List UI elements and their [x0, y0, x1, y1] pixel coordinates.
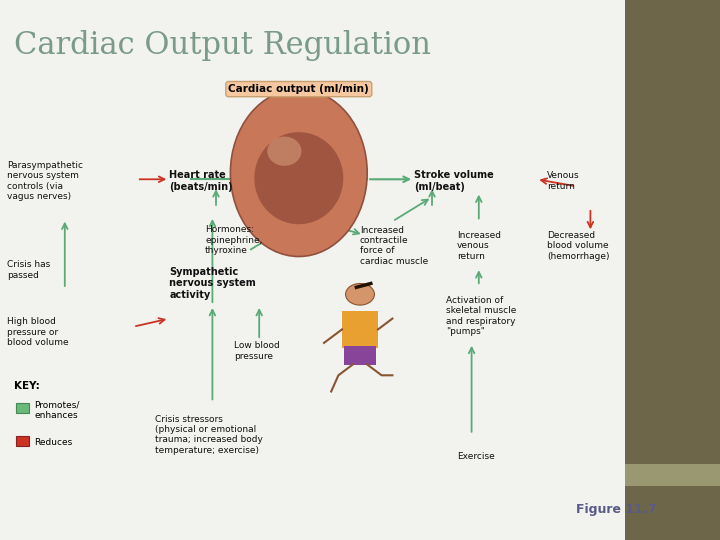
Text: Stroke volume
(ml/beat): Stroke volume (ml/beat): [414, 170, 494, 192]
Circle shape: [346, 284, 374, 305]
Text: High blood
pressure or
blood volume: High blood pressure or blood volume: [7, 317, 69, 347]
Text: Figure 11.7: Figure 11.7: [576, 503, 657, 516]
Text: Cardiac Output Regulation: Cardiac Output Regulation: [14, 30, 431, 60]
Text: Promotes/
enhances: Promotes/ enhances: [35, 401, 80, 420]
Text: Increased
venous
return: Increased venous return: [457, 231, 501, 261]
Ellipse shape: [230, 89, 367, 256]
Text: Activation of
skeletal muscle
and respiratory
"pumps": Activation of skeletal muscle and respir…: [446, 296, 517, 336]
Text: Cardiac output (ml/min): Cardiac output (ml/min): [228, 84, 369, 94]
Bar: [16, 403, 29, 413]
Ellipse shape: [254, 132, 343, 224]
Text: Hormones:
epinephrine,
thyroxine: Hormones: epinephrine, thyroxine: [205, 225, 263, 255]
Text: Parasympathetic
nervous system
controls (via
vagus nerves): Parasympathetic nervous system controls …: [7, 161, 84, 201]
Text: Heart rate
(beats/min): Heart rate (beats/min): [169, 170, 233, 192]
Text: Decreased
blood volume
(hemorrhage): Decreased blood volume (hemorrhage): [547, 231, 610, 261]
Bar: [625, 0, 720, 464]
Bar: [16, 436, 29, 446]
Bar: [625, 464, 720, 486]
Bar: [625, 486, 720, 540]
Text: Exercise: Exercise: [457, 452, 495, 461]
Text: KEY:: KEY:: [14, 381, 40, 391]
Text: Reduces: Reduces: [35, 438, 73, 447]
Text: Crisis stressors
(physical or emotional
trauma; increased body
temperature; exer: Crisis stressors (physical or emotional …: [155, 415, 263, 455]
Text: Sympathetic
nervous system
activity: Sympathetic nervous system activity: [169, 267, 256, 300]
Text: Crisis has
passed: Crisis has passed: [7, 260, 50, 280]
Text: Low blood
pressure: Low blood pressure: [234, 341, 280, 361]
Text: Increased
contractile
force of
cardiac muscle: Increased contractile force of cardiac m…: [360, 226, 428, 266]
Bar: [344, 346, 376, 365]
Text: Venous
return: Venous return: [547, 171, 580, 191]
Ellipse shape: [267, 137, 302, 166]
Bar: [342, 310, 378, 348]
